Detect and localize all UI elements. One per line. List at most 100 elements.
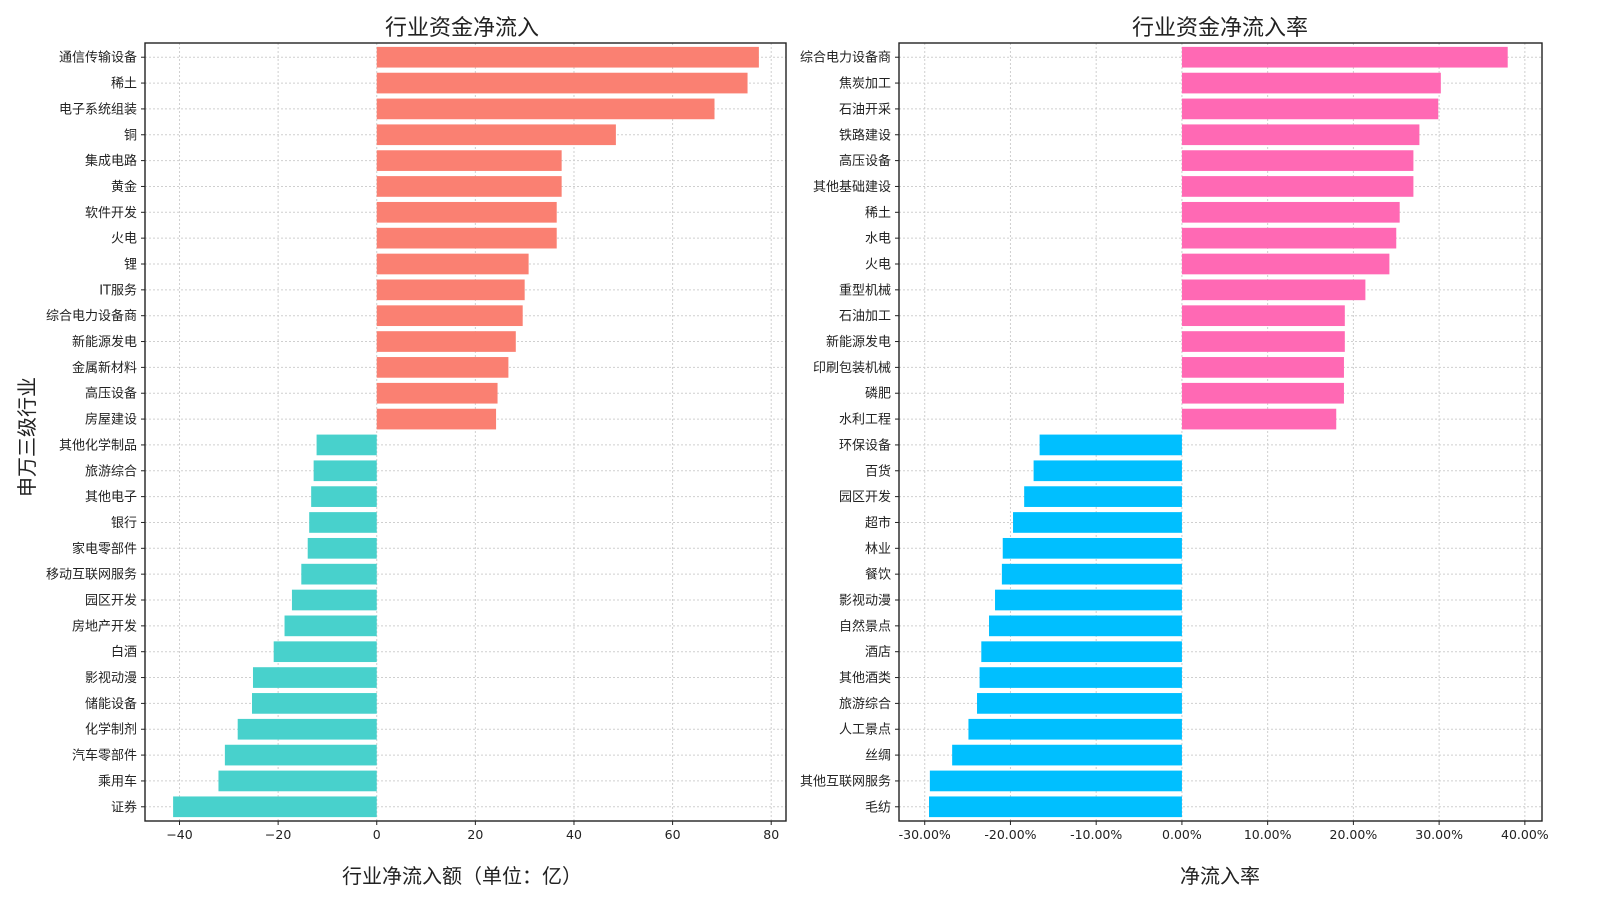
category-label: 移动互联网服务: [46, 567, 137, 583]
x-tick-label: 10.00%: [1244, 827, 1292, 842]
category-label: 酒店: [865, 645, 891, 660]
x-axis-label-net-inflow-rate: 净流入率: [1180, 864, 1260, 888]
bar-rate-11: [1181, 305, 1345, 327]
bar-inflow-16: [316, 434, 377, 456]
bar-rate-7: [1181, 201, 1400, 223]
category-label: 家电零部件: [72, 541, 137, 557]
category-label: 房地产开发: [72, 618, 137, 634]
x-tick-label: 40: [566, 827, 582, 842]
bar-rate-10: [1181, 279, 1366, 301]
category-label: 其他互联网服务: [800, 773, 891, 789]
chart-title-net-inflow-rate: 行业资金净流入率: [1132, 16, 1308, 41]
bar-rate-27: [968, 718, 1182, 740]
category-label: 重型机械: [839, 282, 891, 298]
category-label: 石油开采: [839, 102, 891, 117]
plot-frame: [144, 42, 787, 822]
bar-rate-6: [1181, 176, 1414, 197]
bar-rate-30: [929, 796, 1182, 818]
category-label: 新能源发电: [72, 334, 137, 350]
bar-inflow-2: [376, 72, 748, 94]
category-label: 汽车零部件: [72, 748, 137, 764]
bar-inflow-28: [224, 744, 377, 766]
x-axis-label-net-inflow: 行业净流入额（单位：亿）: [342, 864, 582, 888]
bar-inflow-23: [284, 615, 377, 637]
category-label: 其他基础建设: [813, 180, 891, 195]
category-label: 水利工程: [839, 413, 891, 428]
category-label: 园区开发: [85, 593, 137, 609]
y-axis-label: 申万三级行业: [15, 377, 39, 497]
category-label: 林业: [865, 542, 891, 557]
category-label: 磷肥: [865, 387, 891, 402]
bar-inflow-7: [376, 201, 557, 223]
category-label: 自然景点: [839, 618, 891, 634]
category-label: 火电: [865, 257, 891, 272]
category-label: 人工景点: [839, 723, 891, 738]
chart-title-net-inflow: 行业资金净流入: [385, 16, 539, 41]
bar-inflow-22: [291, 589, 377, 611]
category-label: 综合电力设备商: [800, 50, 891, 66]
category-label: 铜: [124, 128, 137, 143]
category-label: 金属新材料: [72, 360, 137, 376]
bar-inflow-13: [376, 357, 509, 378]
bar-inflow-3: [376, 98, 715, 120]
bar-inflow-14: [376, 382, 498, 404]
bar-inflow-27: [237, 718, 377, 740]
net-inflow-rate-panel: 行业资金净流入率 净流入率 综合电力设备商焦炭加工石油开采铁路建设高压设备其他基…: [800, 16, 1549, 888]
bar-rate-8: [1181, 227, 1397, 249]
category-label: 百货: [865, 463, 891, 479]
x-tick-label: -20.00%: [984, 827, 1036, 842]
bar-rate-15: [1181, 408, 1337, 430]
bar-rate-24: [981, 641, 1182, 663]
category-label: 丝绸: [865, 749, 891, 764]
bar-rate-13: [1181, 357, 1344, 378]
category-label: 新能源发电: [826, 334, 891, 350]
bar-inflow-5: [376, 150, 562, 171]
category-label: 高压设备: [85, 386, 137, 402]
category-label: 印刷包装机械: [813, 361, 891, 376]
category-label: IT服务: [99, 282, 137, 298]
bar-inflow-1: [376, 46, 759, 68]
bar-inflow-6: [376, 176, 562, 197]
bar-rate-16: [1039, 434, 1182, 456]
category-label: 锂: [124, 257, 137, 272]
category-label: 化学制剂: [85, 722, 137, 738]
bar-rate-28: [952, 744, 1182, 766]
category-label: 铁路建设: [839, 127, 891, 143]
x-tick-label: -10.00%: [1070, 827, 1122, 842]
category-label: 黄金: [111, 179, 137, 195]
category-label: 餐饮: [865, 567, 891, 583]
bar-inflow-19: [309, 512, 377, 533]
bar-rate-9: [1181, 253, 1390, 275]
category-label: 乘用车: [98, 773, 137, 789]
bar-inflow-26: [251, 693, 377, 714]
category-label: 银行: [111, 516, 137, 531]
bar-inflow-20: [307, 537, 377, 559]
net-inflow-panel: 行业资金净流入 行业净流入额（单位：亿） 申万三级行业 通信传输设备稀土电子系统…: [15, 16, 787, 888]
category-label: 火电: [111, 232, 137, 247]
bar-inflow-17: [313, 460, 377, 482]
category-label: 影视动漫: [85, 671, 137, 686]
category-label: 其他电子: [85, 490, 137, 505]
bar-rate-18: [1024, 486, 1182, 507]
x-tick-label: 30.00%: [1415, 827, 1463, 842]
bar-inflow-25: [252, 667, 377, 688]
bar-rate-26: [977, 693, 1182, 714]
bar-rate-5: [1181, 150, 1414, 171]
bar-rate-2: [1181, 72, 1441, 94]
bar-rate-1: [1181, 46, 1508, 68]
x-tick-label: 40.00%: [1501, 827, 1549, 842]
category-label: 储能设备: [85, 696, 137, 712]
bar-rate-19: [1013, 512, 1182, 533]
bar-inflow-4: [376, 124, 616, 146]
category-label: 水电: [865, 232, 891, 247]
bar-inflow-29: [218, 770, 377, 792]
category-label: 焦炭加工: [839, 77, 891, 92]
category-label: 旅游综合: [85, 464, 137, 479]
category-label: 证券: [111, 799, 137, 815]
bar-inflow-10: [376, 279, 525, 301]
category-label: 其他酒类: [839, 671, 891, 686]
x-tick-label: 60: [665, 827, 681, 842]
bar-rate-3: [1181, 98, 1439, 120]
category-label: 软件开发: [85, 205, 137, 221]
